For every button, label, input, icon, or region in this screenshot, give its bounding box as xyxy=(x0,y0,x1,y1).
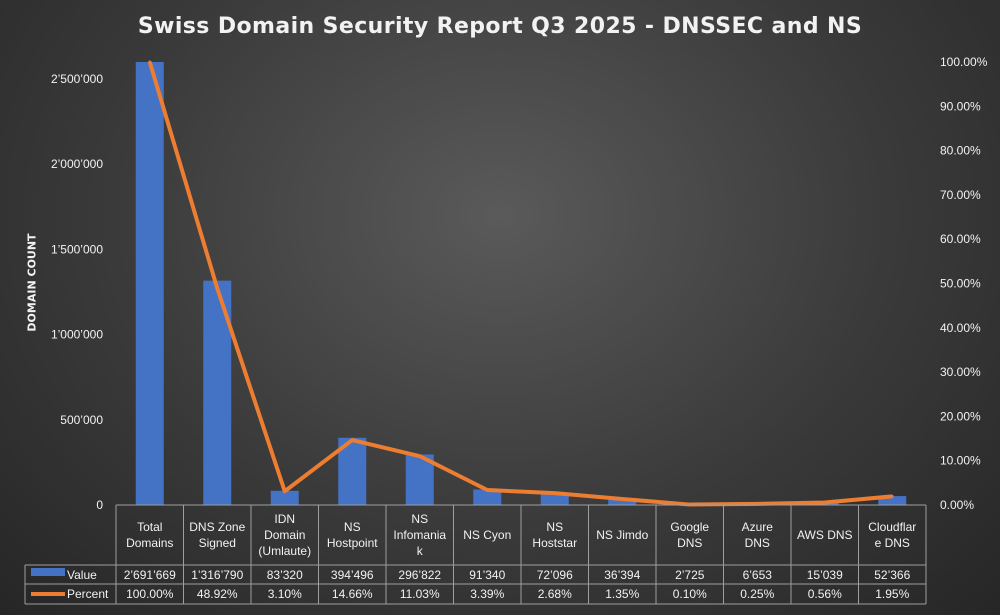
data-table: Total Domains DNS Zone Signed IDN Domain (Umla… xyxy=(24,504,927,605)
category-label: Cloudflar xyxy=(868,520,916,534)
table-value-cell: 2’725 xyxy=(675,568,705,582)
table-percent-cell: 0.56% xyxy=(808,587,842,601)
y-tick-label: 500’000 xyxy=(60,413,103,427)
line-point xyxy=(283,489,287,493)
category-label: DNS xyxy=(745,536,770,550)
category-label: NS Jimdo xyxy=(596,528,648,542)
category-label: e DNS xyxy=(875,536,910,550)
category-label: IDN xyxy=(274,512,295,526)
y2-tick-label: 70.00% xyxy=(940,188,981,202)
y2-tick-label: 80.00% xyxy=(940,144,981,158)
bar-group xyxy=(135,62,907,505)
category-label: DNS xyxy=(677,536,702,550)
line-point xyxy=(350,438,354,442)
line-point xyxy=(215,286,219,290)
category-label: Hostpoint xyxy=(327,536,378,550)
y2-tick-label: 0.00% xyxy=(940,498,974,512)
y2-tick-label: 30.00% xyxy=(940,365,981,379)
line-point xyxy=(418,454,422,458)
line-point xyxy=(890,494,894,498)
y2-tick-label: 20.00% xyxy=(940,409,981,423)
category-label: Signed xyxy=(199,536,236,550)
category-label: NS xyxy=(546,520,563,534)
table-value-cell: 15’039 xyxy=(807,568,843,582)
legend-label-percent: Percent xyxy=(67,587,109,601)
y2-tick-label: 50.00% xyxy=(940,277,981,291)
y-tick-label: 2’000’000 xyxy=(51,157,103,171)
chart-title: Swiss Domain Security Report Q3 2025 - D… xyxy=(137,14,863,39)
category-label: k xyxy=(417,544,424,558)
category-label: Infomania xyxy=(393,528,446,542)
table-percent-cell: 1.95% xyxy=(875,587,909,601)
category-label: NS xyxy=(411,512,428,526)
y-tick-label: 1’500’000 xyxy=(51,242,103,256)
category-label: NS Cyon xyxy=(463,528,511,542)
category-label: Total xyxy=(137,520,162,534)
y-tick-label: 1’000’000 xyxy=(51,328,103,342)
y2-tick-label: 90.00% xyxy=(940,99,981,113)
bar xyxy=(270,490,299,505)
y-tick-label: 0 xyxy=(96,498,103,512)
percent-line xyxy=(147,61,893,507)
table-percent-cell: 1.35% xyxy=(605,587,639,601)
line-point xyxy=(485,488,489,492)
category-label: DNS Zone xyxy=(189,520,245,534)
table-value-cell: 2’691’669 xyxy=(124,568,176,582)
category-label: Domains xyxy=(126,536,173,550)
legend-label-value: Value xyxy=(67,568,97,582)
line-point xyxy=(823,501,827,505)
table-value-cell: 296’822 xyxy=(398,568,441,582)
category-label: NS xyxy=(344,520,361,534)
category-label: Azure xyxy=(742,520,774,534)
category-label: Google xyxy=(670,520,709,534)
table-percent-cell: 2.68% xyxy=(538,587,572,601)
table-percent-cell: 11.03% xyxy=(400,587,440,601)
table-value-cell: 91’340 xyxy=(469,568,505,582)
y-tick-label: 2’500’000 xyxy=(51,72,103,86)
table-percent-cell: 0.25% xyxy=(740,587,774,601)
table-percent-cell: 3.39% xyxy=(470,587,504,601)
legend-key-value xyxy=(31,568,65,576)
table-value-cell: 52’366 xyxy=(874,568,910,582)
line-point xyxy=(553,491,557,495)
table-percent-cell: 100.00% xyxy=(126,587,174,601)
table-value-cell: 6’653 xyxy=(743,568,773,582)
bar xyxy=(540,492,569,505)
table-value-cell: 36’394 xyxy=(604,568,640,582)
y2-tick-label: 60.00% xyxy=(940,232,981,246)
line-point xyxy=(148,60,152,64)
y2-tick-label: 100.00% xyxy=(940,55,988,69)
bar xyxy=(608,498,637,505)
y2-tick-label: 40.00% xyxy=(940,321,981,335)
table-value-cell: 72’096 xyxy=(537,568,573,582)
table-percent-cell: 14.66% xyxy=(332,587,373,601)
bar xyxy=(135,62,164,505)
category-label: Hoststar xyxy=(532,536,577,550)
y2-tick-label: 10.00% xyxy=(940,454,981,468)
table-value-cell: 394’496 xyxy=(331,568,374,582)
bar xyxy=(878,496,907,505)
category-label: (Umlaute) xyxy=(258,544,311,558)
table-percent-cell: 0.10% xyxy=(673,587,707,601)
category-label: Domain xyxy=(264,528,305,542)
table-value-cell: 1’316’790 xyxy=(191,568,243,582)
line-point xyxy=(620,497,624,501)
bar xyxy=(473,489,502,505)
table-percent-cell: 3.10% xyxy=(268,587,302,601)
category-label: AWS DNS xyxy=(797,528,853,542)
table-value-cell: 83’320 xyxy=(267,568,303,582)
table-percent-cell: 48.92% xyxy=(197,587,238,601)
